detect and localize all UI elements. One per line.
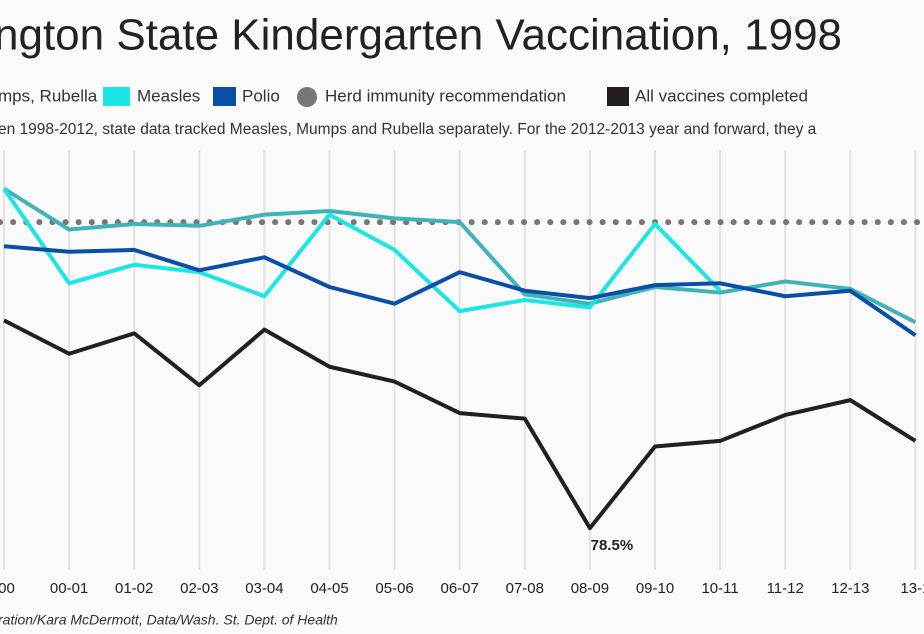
x-tick-label: 04-05	[310, 580, 348, 597]
x-tick-label: 08-09	[571, 580, 609, 597]
legend-swatch	[297, 87, 317, 107]
x-tick-label: 01-02	[115, 580, 153, 597]
legend-label: mps, Rubella	[0, 86, 98, 105]
legend-swatch	[607, 87, 629, 106]
x-tick-label: -00	[0, 580, 15, 597]
series-line	[3, 244, 917, 337]
x-tick-label: 13-1	[900, 580, 924, 597]
x-tick-label: 06-07	[441, 580, 479, 597]
series-line	[2, 187, 722, 314]
legend-swatch	[213, 87, 236, 106]
x-tick-label: 09-10	[636, 580, 674, 597]
x-tick-label: 05-06	[375, 580, 413, 597]
x-tick-label: 11-12	[767, 580, 804, 597]
series-line	[2, 187, 917, 325]
chart-title: ngton State Kindergarten Vaccination, 19…	[0, 11, 842, 60]
series-line	[3, 318, 917, 531]
legend-label: Herd immunity recommendation	[325, 86, 566, 105]
legend-label: Polio	[242, 86, 280, 105]
x-tick-label: 02-03	[180, 580, 218, 597]
x-tick-label: 03-04	[245, 580, 283, 597]
credit: ration/Kara McDermott, Data/Wash. St. De…	[0, 612, 338, 628]
x-tick-label: 12-13	[831, 580, 869, 597]
legend-label: All vaccines completed	[635, 86, 808, 105]
subtitle: en 1998-2012, state data tracked Measles…	[0, 121, 817, 138]
x-tick-label: 07-08	[506, 580, 544, 597]
x-tick-label: 10-11	[701, 580, 738, 597]
value-label: 78.5%	[591, 537, 634, 554]
x-tick-label: 00-01	[50, 580, 88, 597]
legend-swatch	[103, 87, 130, 106]
legend-label: Measles	[137, 86, 200, 105]
